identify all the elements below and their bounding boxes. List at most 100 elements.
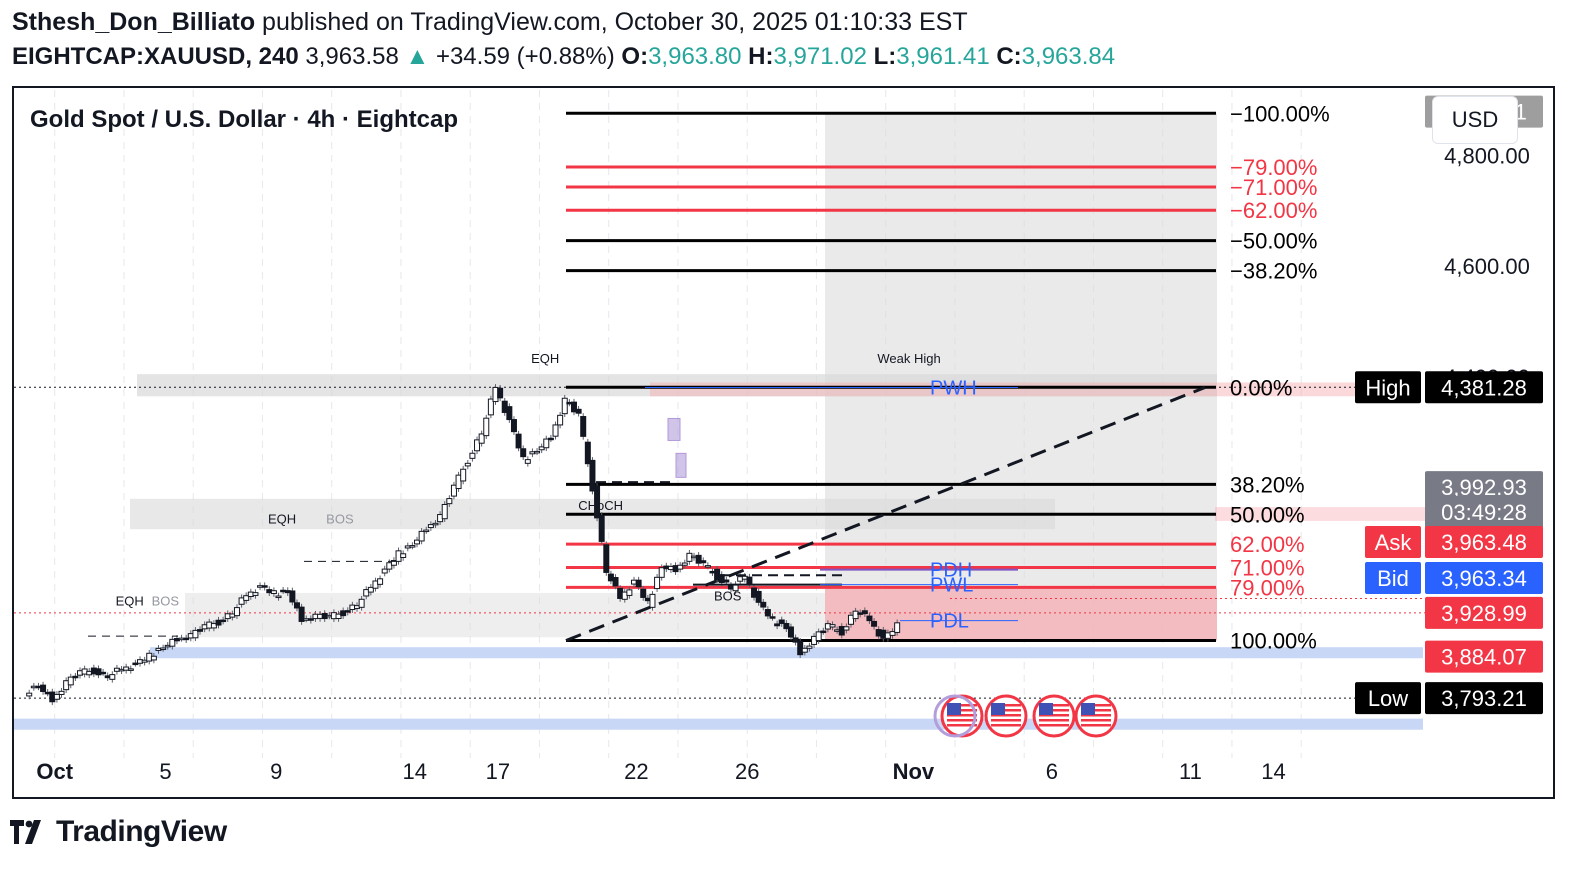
candle-body [861, 610, 868, 615]
candle-body [681, 562, 688, 566]
candle-body [67, 676, 74, 686]
candle-body [658, 567, 665, 578]
price-label-value: 3,992.93 [1441, 475, 1527, 500]
fib-level-label: 79.00% [1230, 575, 1305, 600]
candle-body [547, 437, 554, 441]
candle [769, 613, 776, 621]
candle-body [594, 485, 601, 519]
candle-body [889, 631, 896, 636]
candle [307, 615, 314, 624]
candle [635, 576, 642, 591]
candle-body [603, 544, 610, 573]
fib-level-label: 100.00% [1230, 629, 1317, 654]
candle [469, 449, 476, 462]
candle-body [450, 484, 457, 497]
candle [889, 628, 896, 639]
candle [220, 616, 227, 625]
candle-body [386, 562, 393, 570]
candle [515, 430, 522, 452]
candle [649, 591, 656, 611]
high-value: 3,971.02 [773, 43, 867, 70]
candle-body [298, 606, 305, 622]
candle-body [677, 564, 684, 570]
candle-body [358, 598, 365, 608]
candle [815, 628, 822, 644]
candle-body [197, 629, 204, 632]
tradingview-logo[interactable]: TradingView [10, 815, 227, 849]
x-axis-tick-label: Nov [893, 759, 935, 784]
symbol-ticker[interactable]: EIGHTCAP:XAUUSD, 240 [12, 43, 299, 70]
open-label: O: [621, 43, 649, 70]
candle-body [132, 662, 139, 666]
x-axis-tick-label: 26 [735, 759, 759, 784]
candle [787, 623, 794, 641]
us-flag-event-icon [984, 694, 1028, 738]
candle-body [801, 647, 808, 653]
flag-stripe [947, 714, 977, 717]
x-axis-tick-label: 5 [159, 759, 171, 784]
flag-stripe [1039, 714, 1069, 717]
liquidity-label: PDH [930, 560, 972, 582]
candle [594, 482, 601, 522]
currency-button[interactable]: USD [1432, 96, 1518, 144]
price-label-value: 3,793.21 [1441, 686, 1527, 711]
candle-body [815, 631, 822, 642]
us-flag-event-icon [940, 694, 984, 738]
candle-body [649, 593, 656, 608]
price-label-box [1425, 371, 1543, 404]
candle [755, 588, 762, 606]
price-label-value: 3,963.48 [1441, 530, 1527, 555]
candle [418, 528, 425, 545]
price-label-box [1425, 525, 1543, 558]
candle [575, 406, 582, 417]
candle-body [377, 578, 384, 585]
structure-annotation: Weak High [877, 351, 940, 366]
flag-stripe [1039, 704, 1069, 707]
order-block [675, 452, 687, 478]
candle-body [538, 446, 545, 451]
x-axis-tick-label: 9 [270, 759, 282, 784]
candle [289, 587, 296, 606]
candle [510, 416, 517, 435]
candle-body [183, 637, 190, 641]
high-label: H: [748, 43, 774, 70]
candle [275, 592, 282, 601]
candle-body [894, 622, 901, 633]
chart-frame [12, 86, 1555, 799]
structure-annotation: EQH [268, 512, 296, 527]
x-axis-tick-label: 11 [1179, 759, 1202, 784]
candle [778, 616, 785, 627]
candle-body [534, 450, 541, 454]
candle-body [829, 624, 836, 628]
candle-body [598, 514, 605, 542]
x-axis-tick-label: 14 [403, 759, 427, 784]
price-label-box [1425, 682, 1543, 715]
candle-body [441, 503, 448, 520]
candle-body [654, 576, 661, 590]
candle [626, 586, 633, 599]
candle-body [340, 610, 347, 617]
candle-body [427, 524, 434, 529]
candle-body [838, 626, 845, 636]
candle-body [626, 589, 633, 596]
candle-body [792, 637, 799, 643]
price-label: 3,992.93 [1425, 471, 1543, 504]
candle [695, 552, 702, 567]
close-value: 3,963.84 [1021, 43, 1116, 70]
author-name[interactable]: Sthesh_Don_Billiato [12, 8, 256, 36]
candle-body [252, 592, 259, 596]
price-label-value: 3,963.34 [1441, 566, 1527, 591]
candle [820, 627, 827, 635]
candle [460, 465, 467, 485]
flag-stripe [947, 704, 977, 707]
candle [774, 620, 781, 630]
price-label-box [1425, 496, 1543, 529]
candle [358, 595, 365, 611]
candle [183, 634, 190, 643]
candle [100, 668, 107, 676]
x-axis-tick-label: 17 [486, 759, 510, 784]
flag-stripe [991, 714, 1021, 717]
candle [843, 623, 850, 634]
candle-body [469, 452, 476, 459]
